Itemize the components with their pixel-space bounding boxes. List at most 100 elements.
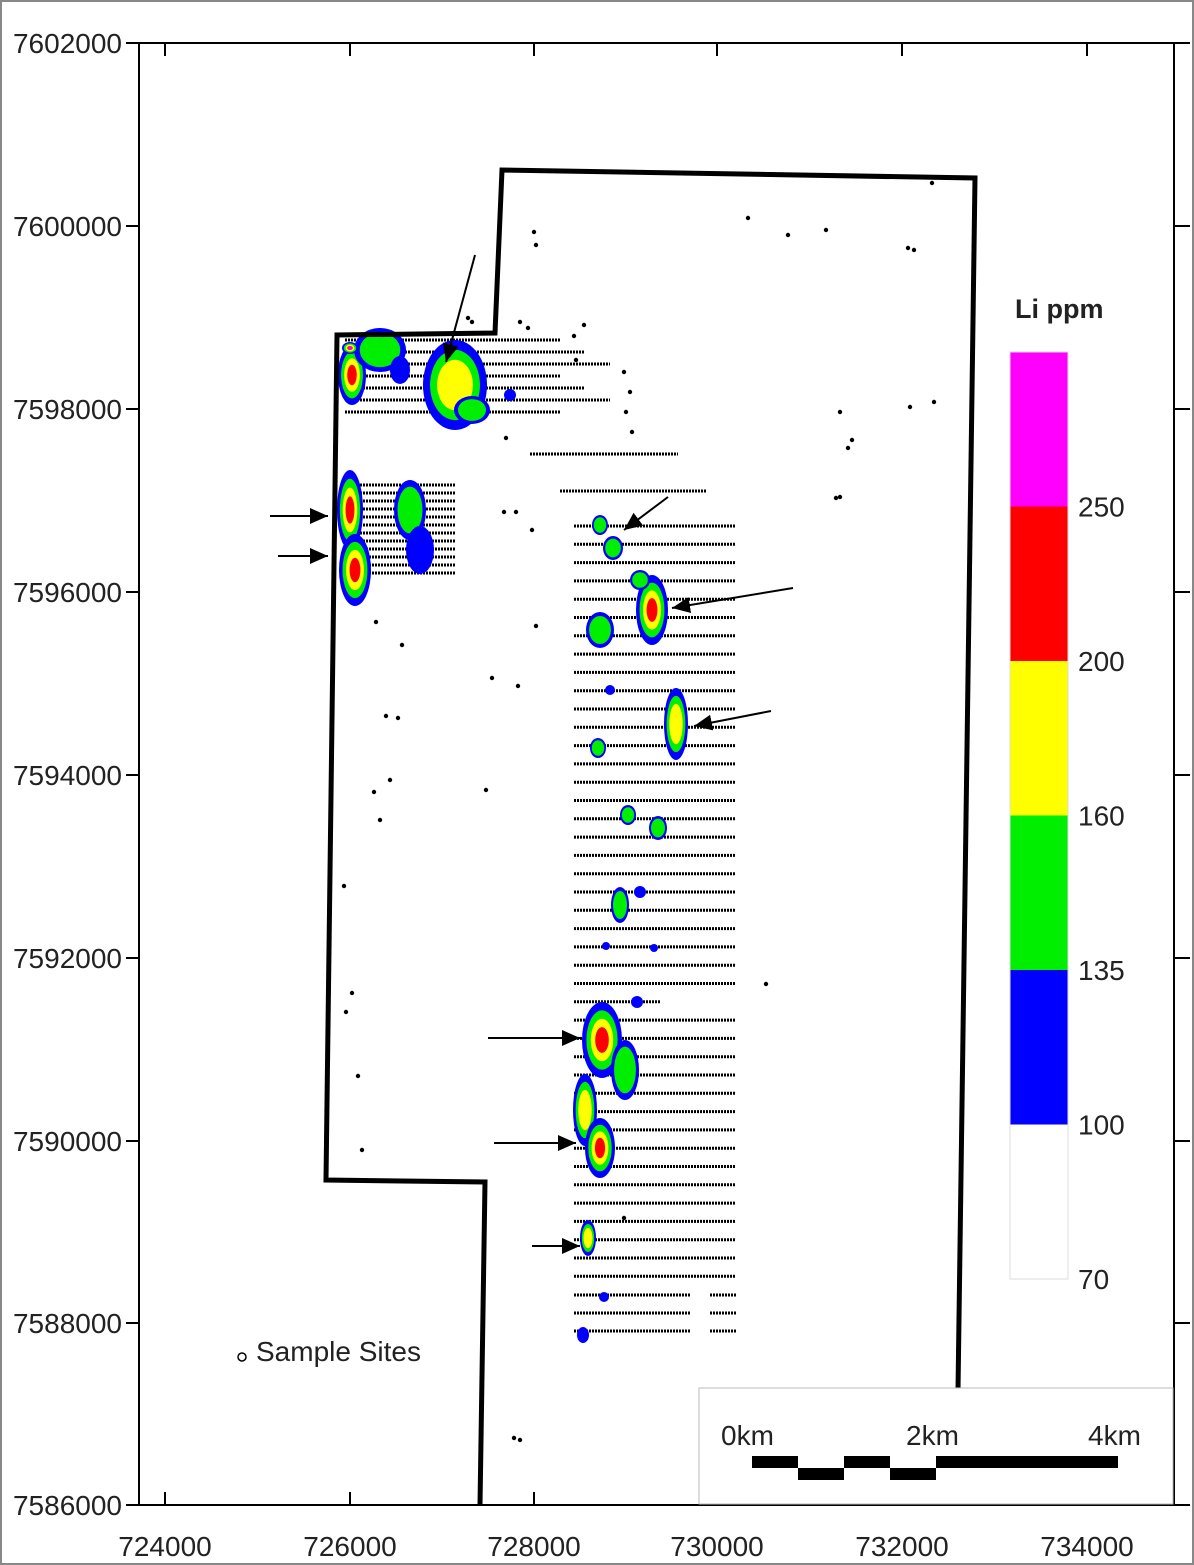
sample-site-dot [371,789,377,795]
sample-site-dot [511,1435,517,1441]
anomaly-blob [593,517,607,533]
sample-site-dot [533,623,539,629]
anomaly-blob [577,1327,589,1343]
legend-labels: 250 200 160 135 100 70 [1078,492,1125,1296]
sample-site-dot [905,245,911,251]
sample-site-dot [399,642,405,648]
x-tick-label: 728000 [487,1531,580,1562]
sample-site-dot [515,683,521,689]
sample-site-dot [785,232,791,238]
sample-site-dot [623,409,629,415]
sample-site-dot [581,322,587,328]
legend-swatch [1010,661,1068,816]
anomaly-blob [621,807,635,823]
anomaly-arrow [623,496,669,531]
anomaly-arrow [442,254,476,363]
anomaly-blob [589,615,611,645]
y-tick-label: 7586000 [13,1490,122,1521]
sample-site-dot [573,357,579,363]
sample-site-dot [349,990,355,996]
legend-title: Li ppm [1015,294,1104,324]
y-tick-label: 7592000 [13,943,122,974]
y-tick-label: 7594000 [13,760,122,791]
anomaly-blob [406,526,434,574]
anomaly-blob [504,389,516,401]
sample-site-dot [833,495,839,501]
anomaly-blob [347,364,357,386]
anomaly-blob [646,598,658,622]
sample-site-symbol [237,1352,247,1362]
legend-swatch [1010,815,1068,970]
legend-swatch [1010,1124,1068,1279]
scattered-sample-sites [341,180,937,1443]
sample-site-dot [359,1147,365,1153]
legend-swatch [1010,506,1068,661]
sample-site-dot [387,777,393,783]
sample-site-dot [503,435,509,441]
sample-site-dot [355,1073,361,1079]
axis-tick-labels: 724000 726000 728000 730000 732000 734000 7602… [13,28,1134,1562]
scale-bar-box [698,1387,1174,1505]
sample-site-dot [823,227,829,233]
anomaly-blob [578,1089,592,1131]
legend-value-label: 160 [1078,801,1125,832]
anomaly-arrows [270,254,794,1254]
anomaly-blob [359,332,401,368]
sample-site-dot [395,715,401,721]
legend-value-label: 100 [1078,1110,1125,1141]
anomaly-blob [650,818,666,838]
scale-label-2: 2km [906,1420,959,1451]
anomaly-blob [669,703,683,745]
sample-site-dot [929,180,935,186]
sample-site-dot [501,509,507,515]
anomaly-arrow [693,710,772,731]
sample-site-dot [529,527,535,533]
scale-bar-segment-long [936,1456,1118,1468]
scale-label-0: 0km [721,1420,774,1451]
sample-site-dot [343,1009,349,1015]
y-tick-label: 7598000 [13,394,122,425]
sample-site-dot [621,1215,627,1221]
y-tick-label: 7602000 [13,28,122,59]
anomaly-blob [583,1227,593,1249]
legend-bar-outline [1009,351,1069,1280]
legend-value-label: 135 [1078,955,1125,986]
sample-site-dot [383,713,389,719]
x-tick-label: 732000 [855,1531,948,1562]
scale-bar-segments [752,1456,1118,1480]
sample-site-dot [837,409,843,415]
anomaly-blob [602,942,610,950]
legend-value-label: 200 [1078,646,1125,677]
sample-site-dot [845,445,851,451]
anomaly-blob [605,685,615,695]
sample-site-dot [745,215,751,221]
anomaly-blob [614,1046,636,1094]
sample-site-dot [907,404,913,410]
scale-label-4: 4km [1088,1420,1141,1451]
sample-site-dot [763,981,769,987]
y-tick-label: 7588000 [13,1308,122,1339]
anomaly-blob [397,486,423,534]
sample-site-dot [513,509,519,515]
sample-site-dot [469,319,475,325]
anomaly-blob [348,346,352,350]
legend-color-bar [1010,352,1068,1279]
anomaly-blob [599,1292,609,1302]
anomaly-blob [650,944,658,952]
y-tick-label: 7600000 [13,211,122,242]
legend-value-label: 250 [1078,492,1125,523]
lithium-anomalies [337,328,688,1343]
scale-bar-segment [844,1456,890,1468]
sample-sites-label: Sample Sites [256,1336,421,1367]
sample-site-dot [483,787,489,793]
anomaly-arrow [671,587,794,613]
anomaly-blob [634,886,646,898]
sample-site-dot [629,429,635,435]
tenement-boundary [323,167,978,1506]
legend-swatch [1010,352,1068,507]
sample-site-dot [849,437,855,443]
sample-site-dot [911,247,917,253]
x-tick-label: 724000 [118,1531,211,1562]
anomaly-blob [605,538,621,558]
